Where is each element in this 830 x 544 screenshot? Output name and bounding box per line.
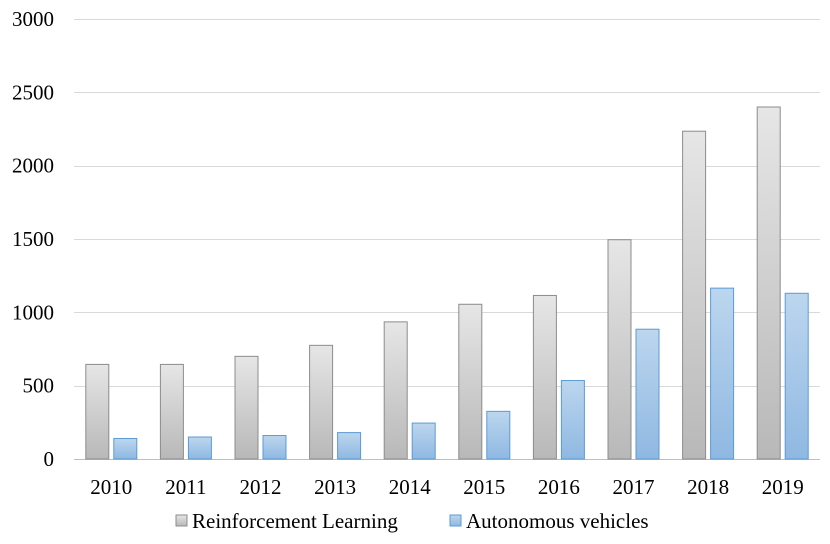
legend: Reinforcement Learning Autonomous vehicle… (175, 509, 649, 533)
bar-reinforcement-learning-2017 (607, 239, 632, 460)
y-tick-label: 1000 (12, 300, 54, 324)
legend-label: Reinforcement Learning (192, 509, 398, 533)
legend-label: Autonomous vehicles (466, 509, 649, 533)
bar-autonomous-vehicles-2011 (187, 436, 212, 460)
x-tick-label: 2010 (90, 475, 132, 499)
bar-autonomous-vehicles-2016 (560, 380, 585, 460)
bar-reinforcement-learning-2015 (458, 303, 483, 460)
bar-autonomous-vehicles-2014 (411, 422, 436, 460)
bar-reinforcement-learning-2014 (383, 321, 408, 460)
x-tick-label: 2011 (165, 475, 206, 499)
x-tick-label: 2017 (613, 475, 655, 499)
y-tick-label: 2000 (12, 154, 54, 178)
bar-reinforcement-learning-2011 (159, 363, 184, 460)
x-tick-label: 2014 (389, 475, 432, 499)
legend-swatch (175, 514, 188, 527)
bar-reinforcement-learning-2019 (756, 106, 781, 460)
bar-autonomous-vehicles-2017 (635, 328, 660, 460)
bar-autonomous-vehicles-2013 (337, 432, 362, 460)
bar-autonomous-vehicles-2018 (710, 287, 735, 460)
bar-reinforcement-learning-2018 (682, 130, 707, 460)
x-tick-label: 2013 (314, 475, 356, 499)
y-tick-label: 3000 (12, 7, 54, 31)
x-tick-label: 2018 (687, 475, 729, 499)
gridlines (74, 19, 820, 387)
bar-autonomous-vehicles-2012 (262, 435, 287, 460)
x-tick-label: 2015 (463, 475, 505, 499)
bar-reinforcement-learning-2012 (234, 355, 259, 460)
x-tick-label: 2016 (538, 475, 580, 499)
y-tick-label: 0 (44, 447, 55, 471)
bar-reinforcement-learning-2010 (85, 363, 110, 460)
bar-reinforcement-learning-2016 (532, 294, 557, 460)
bar-autonomous-vehicles-2010 (113, 437, 138, 460)
y-tick-label: 1500 (12, 227, 54, 251)
y-tick-label: 2500 (12, 80, 54, 104)
legend-swatch (449, 514, 462, 527)
y-tick-label: 500 (23, 374, 55, 398)
bar-reinforcement-learning-2013 (309, 344, 334, 460)
bar-autonomous-vehicles-2019 (784, 292, 809, 460)
tick-labels: 0 500 1000 1500 2000 2500 3000 2010 2011 2012 2013… (12, 7, 804, 499)
bar-autonomous-vehicles-2015 (486, 410, 511, 460)
bars (85, 106, 809, 460)
x-tick-label: 2019 (762, 475, 804, 499)
x-tick-label: 2012 (240, 475, 282, 499)
